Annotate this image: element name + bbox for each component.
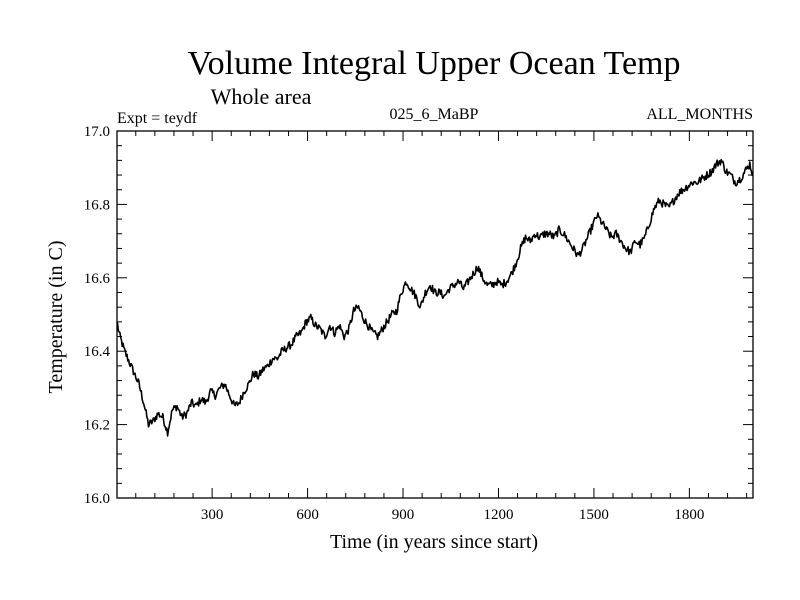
chart-subtitle: Whole area bbox=[211, 84, 312, 109]
axis-tick-labels: 300 600 900 1200 1500 1800 16.0 16.2 16.4 16.6 16.… bbox=[84, 124, 705, 523]
x-tick-label: 1200 bbox=[483, 507, 513, 523]
x-tick-label: 1500 bbox=[579, 507, 609, 523]
y-tick-label: 16.2 bbox=[84, 418, 110, 434]
y-tick-label: 16.0 bbox=[84, 491, 110, 507]
y-axis-label: Temperature (in C) bbox=[45, 241, 67, 394]
y-tick-label: 16.8 bbox=[84, 197, 110, 213]
x-tick-label: 300 bbox=[201, 507, 224, 523]
months-label: ALL_MONTHS bbox=[646, 106, 753, 123]
experiment-label: Expt = teydf bbox=[117, 110, 198, 127]
run-label: 025_6_MaBP bbox=[390, 106, 479, 123]
y-tick-label: 16.4 bbox=[84, 344, 111, 360]
chart-title: Volume Integral Upper Ocean Temp bbox=[188, 45, 681, 82]
y-tick-label: 16.6 bbox=[84, 271, 111, 287]
x-tick-label: 600 bbox=[296, 507, 319, 523]
series-line bbox=[116, 158, 754, 437]
x-tick-label: 900 bbox=[392, 507, 415, 523]
x-axis-label: Time (in years since start) bbox=[330, 531, 538, 553]
plot-frame bbox=[116, 130, 754, 499]
x-tick-label: 1800 bbox=[674, 507, 704, 523]
axis-ticks bbox=[117, 131, 753, 498]
y-tick-label: 17.0 bbox=[84, 124, 110, 140]
